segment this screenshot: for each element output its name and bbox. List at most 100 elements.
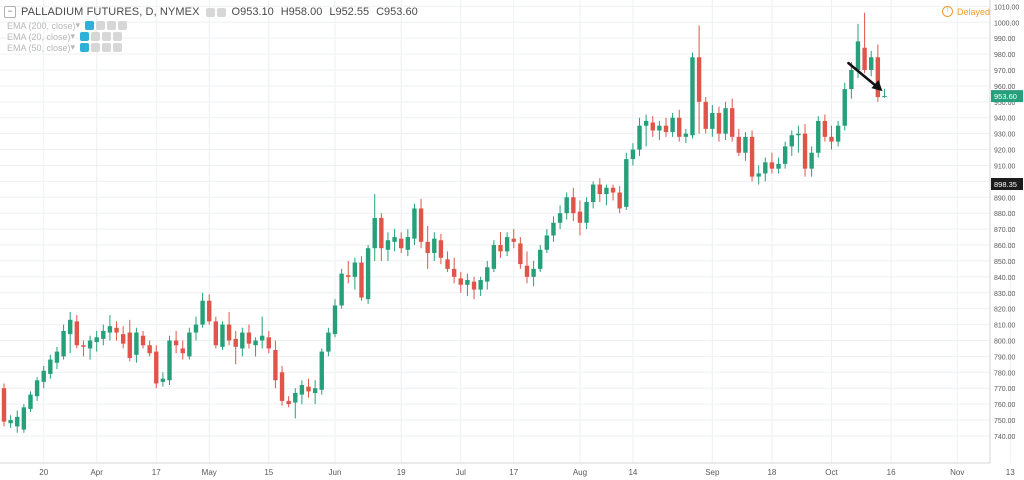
candle-up [61, 324, 66, 360]
candle-body [855, 41, 861, 71]
candle-body [253, 340, 258, 346]
indicator-label: EMA (50, close) [7, 42, 71, 53]
candle-body [465, 280, 470, 285]
candle-body [94, 337, 99, 343]
y-tick-label: 760.00 [994, 402, 1016, 409]
eye-icon[interactable] [85, 21, 95, 30]
close-icon[interactable] [118, 21, 128, 30]
candle-body [372, 217, 377, 249]
indicator-ema-200[interactable]: EMA (200, close) ▾ [7, 20, 425, 31]
candle-down [610, 184, 616, 201]
close-icon[interactable] [113, 43, 123, 52]
x-tick-label: 20 [39, 468, 48, 477]
candle-up [643, 114, 649, 147]
candle-body [557, 213, 563, 223]
candle-up [299, 380, 305, 405]
symbol-label[interactable]: PALLADIUM FUTURES, D, NYMEX [21, 6, 200, 18]
settings-icon[interactable] [91, 43, 101, 52]
x-tick-label: May [202, 468, 217, 477]
candle-up [167, 335, 172, 386]
candle-body [359, 262, 364, 298]
x-tick-label: Oct [825, 468, 838, 477]
price-axis[interactable]: 740.00 750.00 760.00 770.00 780.00 790.00 800.… [989, 0, 1023, 463]
high-value: H958.00 [280, 6, 323, 18]
candle-body [551, 222, 556, 236]
indicator-ema-50[interactable]: EMA (50, close) ▾ [7, 42, 425, 53]
candle-up [544, 229, 550, 253]
candle-up [756, 165, 761, 185]
candle-body [160, 378, 166, 382]
candle-up [107, 315, 113, 341]
candle-up [842, 82, 847, 131]
candle-body [730, 108, 735, 137]
candle-body [862, 47, 867, 71]
candle-down [696, 25, 702, 134]
candle-body [643, 120, 649, 126]
candle-body [816, 120, 821, 153]
candle-body [458, 278, 463, 285]
candle-body [485, 267, 490, 282]
candle-body [120, 334, 126, 344]
candle-body [577, 211, 583, 223]
candle-body [829, 136, 834, 142]
candle-body [498, 245, 503, 252]
candle-up [624, 152, 629, 211]
candle-up [551, 216, 556, 242]
eye-icon[interactable] [205, 7, 215, 17]
y-tick-label: 930.00 [994, 132, 1016, 139]
candle-body [140, 335, 146, 346]
x-tick-label: Jun [329, 468, 342, 477]
candle-body [259, 335, 265, 341]
candle-body [432, 238, 437, 253]
candle-body [749, 136, 755, 177]
candle-body [696, 57, 702, 102]
settings-icon[interactable] [96, 21, 106, 30]
x-tick-label: Apr [90, 468, 103, 477]
settings-icon[interactable] [216, 7, 226, 17]
candle-body [451, 268, 457, 277]
add-icon[interactable] [102, 43, 112, 52]
candle-up [789, 130, 794, 156]
candle-body [273, 350, 278, 381]
candle-down [458, 272, 463, 293]
indicator-ema-20[interactable]: EMA (20, close) ▾ [7, 31, 425, 42]
candle-up [187, 327, 192, 360]
candle-body [379, 217, 384, 249]
candle-body [769, 162, 775, 169]
settings-icon[interactable] [91, 32, 101, 41]
y-tick-label: 830.00 [994, 291, 1016, 298]
candle-body [842, 89, 847, 126]
eye-icon[interactable] [80, 32, 90, 41]
candle-down [154, 345, 159, 389]
candle-up [339, 268, 344, 309]
candle-body [207, 300, 212, 322]
x-tick-label: 17 [509, 468, 518, 477]
add-icon[interactable] [107, 21, 117, 30]
candle-down [74, 315, 80, 349]
y-tick-label: 950.00 [994, 100, 1016, 107]
candle-up [657, 120, 662, 141]
minus-square-icon[interactable]: − [4, 6, 16, 18]
candle-body [173, 340, 179, 346]
close-icon[interactable] [113, 32, 123, 41]
candle-down [511, 229, 516, 249]
candle-body [220, 324, 225, 347]
candle-up [630, 143, 636, 166]
y-tick-label: 960.00 [994, 84, 1016, 91]
time-axis[interactable]: 20 Apr 17 May 15 Jun 19 Jul 17 Aug 14 Sep 18 Oct 16 Nov… [0, 462, 1015, 477]
candle-series [1, 12, 887, 433]
candle-up [690, 52, 695, 139]
candle-body [571, 197, 576, 214]
add-icon[interactable] [102, 32, 112, 41]
candle-body [147, 345, 152, 354]
eye-icon[interactable] [80, 43, 90, 52]
candle-body [61, 330, 66, 357]
candle-body [114, 327, 119, 333]
candle-body [87, 340, 93, 349]
candle-down [418, 198, 424, 249]
delayed-status[interactable]: ! Delayed [941, 6, 990, 17]
candle-body [41, 370, 46, 382]
candle-body [518, 243, 523, 265]
candle-down [518, 237, 523, 269]
